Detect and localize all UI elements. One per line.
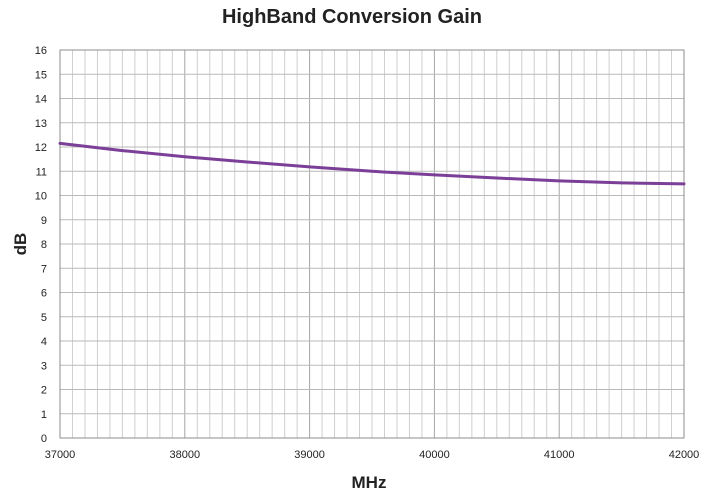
- y-tick-label: 16: [35, 45, 47, 57]
- x-tick-label: 38000: [170, 449, 201, 461]
- grid: [59, 49, 685, 439]
- y-tick-label: 13: [35, 118, 47, 130]
- y-axis-title: dB: [11, 233, 30, 256]
- x-axis-ticks: 37000 38000 39000 40000 41000 42000: [45, 449, 700, 461]
- y-tick-label: 0: [41, 433, 47, 445]
- series-layer: [58, 141, 686, 186]
- y-tick-label: 10: [35, 191, 47, 203]
- y-tick-label: 6: [41, 288, 47, 300]
- y-tick-label: 7: [41, 263, 47, 275]
- y-tick-label: 12: [35, 142, 47, 154]
- y-tick-label: 3: [41, 360, 47, 372]
- x-tick-label: 37000: [45, 449, 76, 461]
- y-tick-label: 5: [41, 312, 47, 324]
- y-tick-label: 4: [41, 336, 47, 348]
- y-tick-label: 15: [35, 69, 47, 81]
- x-tick-label: 42000: [669, 449, 700, 461]
- y-tick-label: 9: [41, 215, 47, 227]
- x-tick-label: 39000: [294, 449, 325, 461]
- x-axis-title: MHz: [352, 473, 387, 492]
- y-tick-label: 1: [41, 409, 47, 421]
- y-tick-label: 11: [36, 166, 47, 178]
- x-tick-label: 41000: [544, 449, 575, 461]
- series-line: [58, 141, 686, 186]
- x-tick-label: 40000: [419, 449, 450, 461]
- y-tick-label: 14: [35, 94, 47, 106]
- plot-area-border: [59, 49, 685, 439]
- y-tick-label: 2: [41, 385, 47, 397]
- chart-title: HighBand Conversion Gain: [221, 6, 483, 28]
- y-tick-label: 8: [41, 239, 47, 251]
